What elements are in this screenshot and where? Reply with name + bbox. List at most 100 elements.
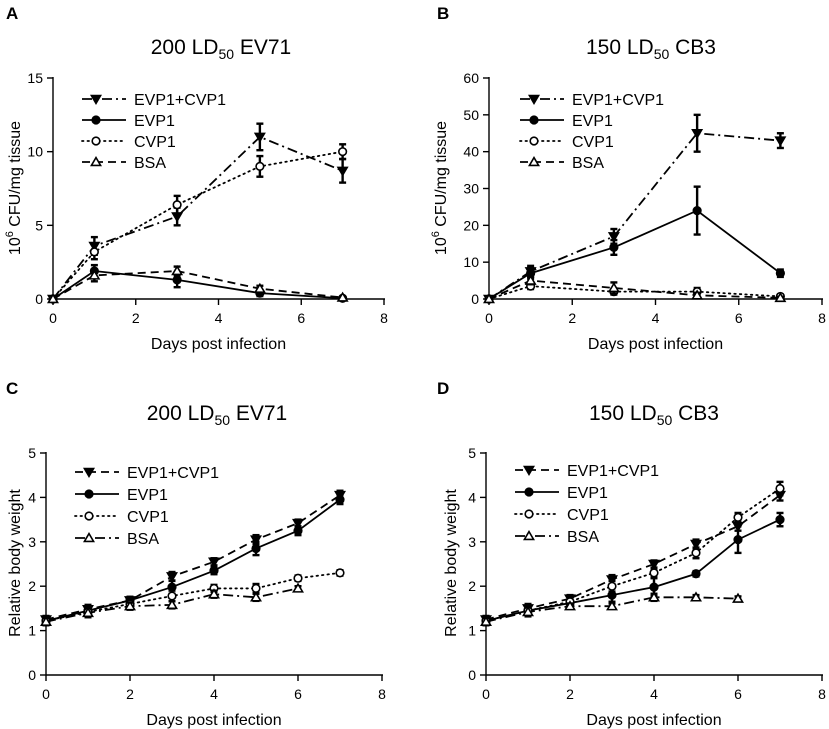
y-tick-label: 40: [463, 144, 479, 160]
series-cvp1: [48, 143, 348, 304]
data-point: [336, 291, 349, 302]
x-tick-label: 4: [650, 686, 658, 702]
y-axis-label-suffix: CFU/mg tissue: [7, 121, 24, 231]
data-point: [172, 275, 182, 285]
legend-marker: [529, 136, 539, 146]
legend-marker: [529, 115, 539, 125]
data-point: [774, 136, 787, 147]
x-tick-label: 0: [42, 686, 50, 702]
series-evp1-cvp1: [40, 489, 346, 626]
x-tick-label: 2: [132, 310, 140, 326]
legend-marker: [523, 465, 535, 476]
y-tick-label: 5: [28, 445, 36, 461]
data-point: [292, 518, 304, 530]
data-point: [649, 582, 659, 592]
legend: EVP1+CVP1 EVP1 CVP1 BSA: [74, 465, 219, 548]
x-axis-label: Days post infection: [146, 712, 281, 729]
x-axis-label: Days post infection: [586, 712, 721, 729]
series-bsa: [480, 591, 744, 627]
x-tick-label: 8: [818, 686, 826, 702]
legend-marker: [83, 467, 95, 478]
legend-label: BSA: [127, 531, 159, 548]
legend-marker: [91, 136, 101, 146]
legend-label: EVP1+CVP1: [572, 92, 664, 109]
y-tick-label: 0: [35, 291, 43, 307]
data-point: [607, 282, 620, 293]
data-point: [775, 514, 785, 525]
data-point: [250, 535, 262, 546]
legend-label: BSA: [567, 529, 599, 546]
y-axis-label-superscript: 6: [430, 231, 442, 237]
data-point: [649, 568, 659, 578]
data-point: [250, 591, 262, 602]
data-point: [690, 591, 702, 602]
y-axis-label: 106 CFU/mg tissue: [430, 121, 450, 255]
legend-item-evp1: EVP1: [515, 485, 608, 502]
legend-item-evp1: EVP1: [75, 487, 168, 504]
panel-letter: C: [6, 379, 18, 398]
data-point: [480, 615, 492, 626]
y-tick-label: 1: [28, 623, 36, 639]
legend-label: EVP1: [127, 487, 168, 504]
x-tick-label: 8: [378, 686, 386, 702]
legend-marker: [84, 511, 94, 521]
data-point: [522, 606, 534, 617]
chart-title-suffix: CB3: [669, 36, 716, 59]
x-tick-label: 6: [734, 686, 742, 702]
x-tick-label: 4: [215, 310, 223, 326]
x-tick-label: 4: [210, 686, 218, 702]
data-point: [524, 274, 537, 285]
legend-marker: [524, 487, 534, 497]
y-tick-label: 2: [28, 578, 36, 594]
legend: EVP1+CVP1 EVP1 CVP1 BSA: [514, 463, 659, 546]
legend-item-cvp1: CVP1: [81, 134, 176, 151]
x-axis-label: Days post infection: [588, 336, 723, 353]
chart-title-subscript: 50: [657, 412, 673, 428]
legend-item-cvp1: CVP1: [514, 507, 609, 524]
y-axis-label-prefix: 10: [433, 237, 450, 255]
x-tick-label: 4: [652, 310, 660, 326]
series-line-cvp1: [52, 150, 344, 300]
legend: EVP1+CVP1 EVP1 CVP1 BSA: [519, 92, 664, 172]
y-tick-label: 0: [471, 291, 479, 307]
y-tick-label: 5: [468, 445, 476, 461]
data-point: [208, 588, 220, 599]
legend-item-evp1: EVP1: [82, 113, 175, 130]
data-point: [253, 282, 266, 293]
data-point: [691, 129, 704, 140]
y-tick-label: 3: [468, 534, 476, 550]
data-point: [209, 566, 219, 576]
legend-label: EVP1: [572, 113, 613, 130]
legend-item-bsa: BSA: [520, 155, 604, 172]
legend-marker: [90, 156, 102, 167]
data-point: [166, 572, 178, 583]
data-point: [292, 582, 304, 593]
legend-item-evp1-cvp1: EVP1+CVP1: [82, 92, 226, 109]
chart-title-prefix: 150 LD: [586, 36, 654, 59]
data-point: [166, 598, 178, 610]
x-tick-label: 6: [735, 310, 743, 326]
chart-title-prefix: 200 LD: [151, 36, 219, 59]
y-tick-label: 0: [28, 667, 36, 683]
legend-label: EVP1+CVP1: [127, 465, 219, 482]
y-tick-label: 10: [27, 144, 43, 160]
data-point: [690, 539, 702, 550]
legend-marker: [91, 115, 101, 125]
y-tick-label: 50: [463, 107, 479, 123]
chart-title: 150 LD50 CB3: [586, 36, 716, 62]
legend-label: EVP1+CVP1: [567, 463, 659, 480]
x-tick-label: 0: [482, 686, 490, 702]
data-point: [251, 583, 261, 594]
series-bsa: [483, 274, 787, 304]
series-line-cvp1: [45, 571, 341, 622]
y-axis-label-prefix: Relative body weight: [443, 489, 460, 637]
x-tick-label: 2: [126, 686, 134, 702]
series-line-bsa: [488, 279, 781, 300]
data-point: [124, 600, 136, 611]
y-tick-label: 15: [27, 70, 43, 86]
y-tick-label: 30: [463, 181, 479, 197]
data-point: [172, 200, 182, 210]
